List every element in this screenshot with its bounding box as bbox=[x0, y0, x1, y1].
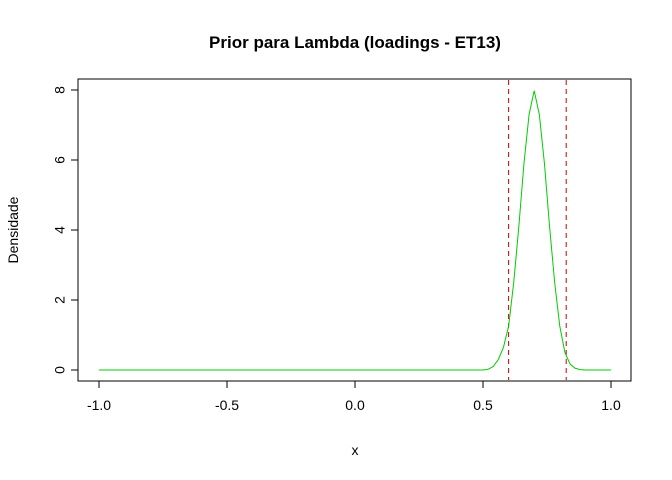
y-tick-label: 8 bbox=[52, 86, 68, 94]
x-tick-label: 1.0 bbox=[601, 397, 621, 413]
x-tick-label: -1.0 bbox=[87, 397, 111, 413]
density-line bbox=[99, 90, 611, 371]
chart-title: Prior para Lambda (loadings - ET13) bbox=[209, 33, 501, 52]
x-tick-label: -0.5 bbox=[215, 397, 239, 413]
plot-area-frame bbox=[77, 78, 632, 382]
x-axis-label: x bbox=[352, 442, 359, 458]
y-tick-label: 0 bbox=[52, 366, 68, 374]
y-axis: 0 2 4 6 8 bbox=[52, 86, 79, 374]
y-axis-label: Densidade bbox=[5, 196, 21, 263]
y-tick-label: 6 bbox=[52, 156, 68, 164]
y-tick-label: 2 bbox=[52, 296, 68, 304]
y-tick-label: 4 bbox=[52, 226, 68, 234]
x-tick-label: 0.0 bbox=[345, 397, 365, 413]
x-axis: -1.0 -0.5 0.0 0.5 1.0 bbox=[87, 380, 621, 413]
density-series bbox=[99, 90, 611, 371]
reference-lines bbox=[508, 80, 567, 380]
x-tick-label: 0.5 bbox=[473, 397, 493, 413]
